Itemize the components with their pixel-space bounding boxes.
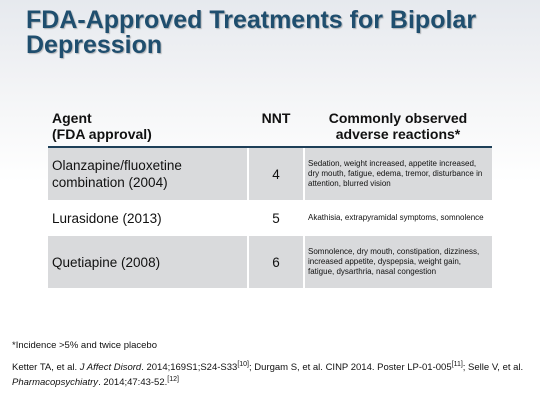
adverse-reactions-cell: Akathisia, extrapyramidal symptoms, somn… (303, 200, 492, 236)
nnt-cell: 6 (247, 236, 304, 288)
reference-journal: J Affect Disord (79, 362, 142, 373)
reference-number: [10] (237, 360, 250, 368)
adverse-reactions-cell: Sedation, weight increased, appetite inc… (303, 147, 492, 200)
nnt-cell: 5 (247, 200, 304, 236)
adverse-reactions-cell: Somnolence, dry mouth, constipation, diz… (303, 236, 492, 288)
nnt-column-header: NNT (248, 108, 304, 148)
agent-cell: Olanzapine/fluoxetine combination (2004) (48, 147, 248, 200)
adverse-header-line2: adverse reactions* (335, 126, 461, 142)
references: Ketter TA, et al. J Affect Disord. 2014;… (12, 360, 532, 390)
agent-column-header: Agent (FDA approval) (48, 108, 248, 148)
adverse-reactions-column-header: Commonly observed adverse reactions* (304, 108, 492, 148)
fda-approval-header-label: (FDA approval) (52, 126, 152, 142)
reference-authors: Ketter TA, et al. (12, 362, 80, 373)
reference-number: [12] (167, 375, 179, 383)
table-row: Quetiapine (2008) 6 Somnolence, dry mout… (48, 236, 492, 288)
table-row: Lurasidone (2013) 5 Akathisia, extrapyra… (48, 200, 492, 236)
reference-number: [11] (451, 360, 463, 368)
reference-journal: Pharmacopsychiatry (12, 377, 99, 388)
treatment-table: Agent (FDA approval) NNT Commonly observ… (48, 108, 492, 288)
footnote: *Incidence >5% and twice placebo (12, 340, 157, 351)
reference-text: ; Durgam S, et al. CINP 2014. Poster LP-… (249, 362, 452, 373)
reference-details: . 2014;47:43-52. (98, 377, 168, 388)
agent-cell: Lurasidone (2013) (48, 200, 248, 236)
agent-header-label: Agent (52, 110, 92, 126)
reference-authors: ; Selle V, et al. (462, 362, 524, 373)
agent-cell: Quetiapine (2008) (48, 236, 248, 288)
table-header-row: Agent (FDA approval) NNT Commonly observ… (48, 108, 492, 148)
nnt-cell: 4 (247, 147, 304, 200)
adverse-header-line1: Commonly observed (328, 110, 468, 126)
slide-title: FDA-Approved Treatments for Bipolar Depr… (26, 6, 477, 59)
table-row: Olanzapine/fluoxetine combination (2004)… (48, 147, 492, 200)
reference-details: . 2014;169S1;S24-S33 (141, 362, 238, 373)
